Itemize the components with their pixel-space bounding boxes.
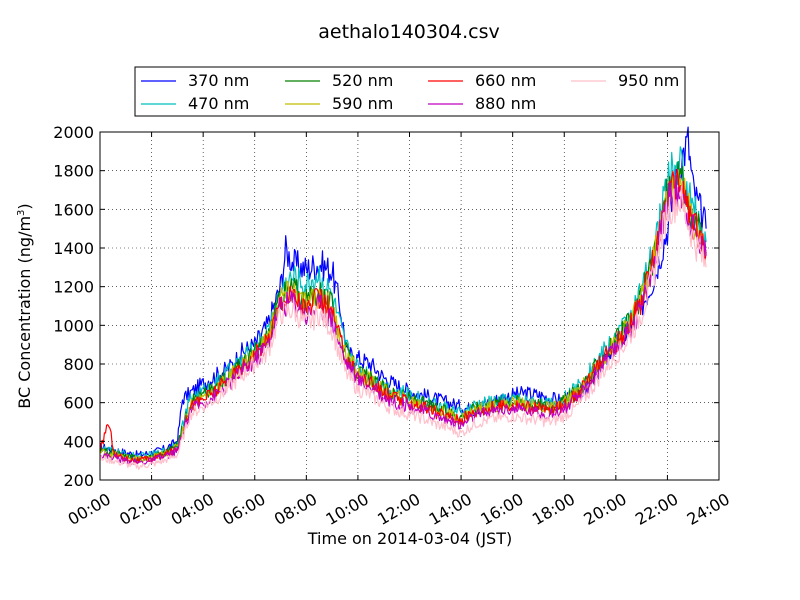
chart-title: aethalo140304.csv bbox=[318, 21, 500, 43]
x-tick-label: 06:00 bbox=[219, 489, 268, 529]
y-axis-ticks: 200 400 600 800 1000 1200 1400 1600 1800 2000 bbox=[53, 123, 719, 490]
y-tick-label: 800 bbox=[63, 355, 94, 374]
x-axis-label: Time on 2014-03-04 (JST) bbox=[307, 529, 512, 548]
series-line-590-nm bbox=[99, 169, 707, 463]
y-axis-label-superscript: 3 bbox=[16, 210, 27, 216]
y-axis-label-close: ) bbox=[15, 203, 34, 209]
y-tick-label: 1800 bbox=[53, 162, 94, 181]
x-tick-label: 20:00 bbox=[580, 489, 629, 529]
x-tick-label: 10:00 bbox=[322, 489, 371, 529]
y-axis-label-main: BC Concentration (ng/m bbox=[15, 216, 34, 409]
data-series bbox=[99, 126, 707, 470]
x-tick-label: 18:00 bbox=[529, 489, 578, 529]
y-tick-label: 1600 bbox=[53, 200, 94, 219]
y-axis-label: BC Concentration (ng/m3) bbox=[15, 203, 34, 408]
grid-lines bbox=[99, 131, 720, 481]
x-tick-label: 04:00 bbox=[168, 489, 217, 529]
series-line-880-nm bbox=[99, 174, 707, 466]
legend-label: 950 nm bbox=[618, 71, 679, 90]
x-tick-label: 08:00 bbox=[271, 489, 320, 529]
legend-label: 370 nm bbox=[188, 71, 249, 90]
y-tick-label: 2000 bbox=[53, 123, 94, 142]
y-tick-label: 1400 bbox=[53, 239, 94, 258]
x-tick-label: 14:00 bbox=[426, 489, 475, 529]
x-tick-label: 00:00 bbox=[65, 489, 114, 529]
legend-label: 590 nm bbox=[332, 94, 393, 113]
series-line-660-nm bbox=[99, 169, 707, 464]
y-tick-label: 200 bbox=[63, 471, 94, 490]
x-tick-label: 22:00 bbox=[632, 489, 681, 529]
legend-label: 470 nm bbox=[188, 94, 249, 113]
x-tick-label: 16:00 bbox=[477, 489, 526, 529]
x-tick-label: 24:00 bbox=[684, 489, 733, 529]
x-tick-label: 02:00 bbox=[116, 489, 165, 529]
y-tick-label: 600 bbox=[63, 394, 94, 413]
y-tick-label: 1000 bbox=[53, 316, 94, 335]
y-tick-label: 400 bbox=[63, 432, 94, 451]
legend: 370 nm 470 nm 520 nm 590 nm 660 nm 880 nm 950 … bbox=[134, 66, 686, 117]
legend-frame bbox=[134, 66, 686, 117]
x-tick-label: 12:00 bbox=[374, 489, 423, 529]
legend-label: 660 nm bbox=[475, 71, 536, 90]
series-line-470-nm bbox=[99, 146, 707, 461]
legend-label: 880 nm bbox=[475, 94, 536, 113]
series-line-950-nm bbox=[99, 185, 707, 470]
legend-label: 520 nm bbox=[332, 71, 393, 90]
y-tick-label: 1200 bbox=[53, 278, 94, 297]
